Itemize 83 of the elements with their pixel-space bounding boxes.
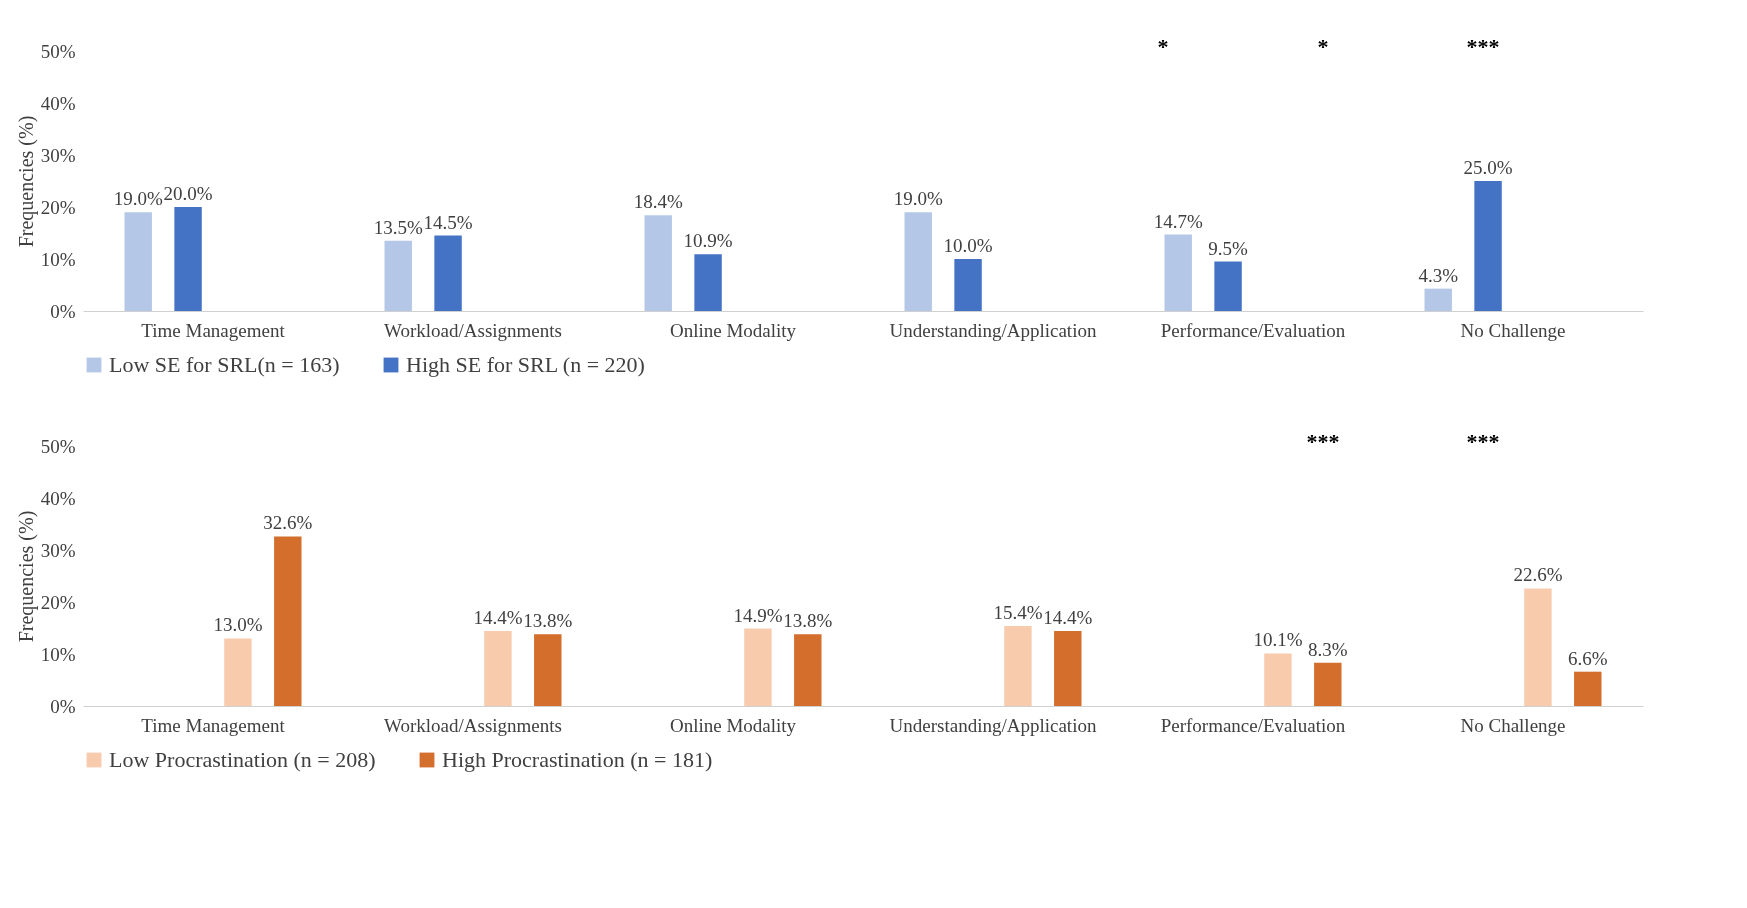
y-axis-title: Frequencies (%) bbox=[14, 115, 38, 248]
x-tick-label: Performance/Evaluation bbox=[1160, 319, 1346, 341]
bar bbox=[1164, 234, 1192, 311]
legend-label: Low Procrastination (n = 208) bbox=[109, 747, 376, 772]
y-tick-label: 10% bbox=[40, 248, 76, 270]
bar bbox=[1264, 653, 1292, 706]
bar bbox=[124, 212, 152, 311]
bar bbox=[1424, 288, 1452, 311]
annotation: * bbox=[1157, 34, 1169, 59]
legend-label: Low SE for SRL(n = 163) bbox=[109, 352, 340, 377]
y-tick-label: 30% bbox=[40, 144, 76, 166]
x-tick-label: Workload/Assignments bbox=[384, 319, 562, 341]
bar bbox=[954, 259, 982, 311]
bar bbox=[534, 634, 562, 706]
y-tick-label: 30% bbox=[40, 539, 76, 561]
bar bbox=[1054, 631, 1082, 706]
x-tick-label: Understanding/Application bbox=[889, 319, 1097, 341]
x-tick-label: No Challenge bbox=[1460, 319, 1566, 341]
data-label: 10.0% bbox=[943, 235, 993, 256]
annotation: *** bbox=[1306, 429, 1340, 454]
data-label: 4.3% bbox=[1418, 264, 1459, 286]
data-label: 14.4% bbox=[1043, 607, 1093, 629]
data-label: 19.0% bbox=[113, 188, 163, 210]
bar bbox=[1004, 625, 1032, 706]
y-tick-label: 0% bbox=[50, 300, 76, 322]
x-tick-label: Time Management bbox=[141, 714, 286, 736]
data-label: 8.3% bbox=[1308, 638, 1348, 660]
bar bbox=[1574, 671, 1602, 706]
y-tick-label: 20% bbox=[40, 591, 76, 613]
data-label: 9.5% bbox=[1208, 237, 1249, 259]
data-label: 10.9% bbox=[683, 230, 733, 252]
legend-label: High Procrastination (n = 181) bbox=[442, 747, 713, 772]
bar bbox=[1214, 261, 1242, 311]
data-label: 13.8% bbox=[783, 610, 833, 632]
legend-label: High SE for SRL (n = 220) bbox=[406, 352, 645, 377]
data-label: 14.5% bbox=[423, 211, 473, 233]
y-axis-title: Frequencies (%) bbox=[14, 510, 38, 643]
bar bbox=[384, 240, 412, 311]
x-tick-label: No Challenge bbox=[1460, 714, 1566, 736]
y-tick-label: 40% bbox=[40, 92, 76, 114]
bar bbox=[1314, 662, 1342, 706]
data-label: 25.0% bbox=[1463, 157, 1513, 178]
x-tick-label: Online Modality bbox=[669, 714, 797, 736]
data-label: 14.4% bbox=[473, 607, 523, 629]
bar bbox=[174, 207, 202, 311]
data-label: 6.6% bbox=[1568, 647, 1608, 669]
x-tick-label: Time Management bbox=[141, 319, 286, 341]
data-label: 13.5% bbox=[373, 216, 423, 238]
y-tick-label: 20% bbox=[40, 196, 76, 218]
data-label: 13.0% bbox=[213, 614, 263, 636]
bar bbox=[434, 235, 462, 311]
y-tick-label: 50% bbox=[40, 435, 76, 457]
y-tick-label: 50% bbox=[40, 40, 76, 62]
annotation: * bbox=[1317, 34, 1329, 59]
y-tick-label: 40% bbox=[40, 487, 76, 509]
bar bbox=[694, 254, 722, 311]
data-label: 18.4% bbox=[633, 191, 683, 213]
x-tick-label: Understanding/Application bbox=[889, 714, 1097, 736]
bar bbox=[744, 628, 772, 706]
bar bbox=[224, 638, 252, 706]
bar bbox=[794, 634, 822, 706]
bar bbox=[1474, 181, 1502, 311]
data-label: 19.0% bbox=[893, 188, 943, 210]
y-tick-label: 0% bbox=[50, 695, 76, 717]
data-label: 14.7% bbox=[1153, 210, 1203, 232]
x-tick-label: Performance/Evaluation bbox=[1160, 714, 1346, 736]
data-label: 10.1% bbox=[1253, 629, 1303, 651]
data-label: 13.8% bbox=[523, 610, 573, 632]
data-label: 20.0% bbox=[163, 183, 213, 204]
x-tick-label: Workload/Assignments bbox=[384, 714, 562, 736]
data-label: 22.6% bbox=[1513, 564, 1563, 586]
x-tick-label: Online Modality bbox=[669, 319, 797, 341]
y-tick-label: 10% bbox=[40, 643, 76, 665]
data-label: 32.6% bbox=[263, 512, 313, 534]
annotation: *** bbox=[1466, 34, 1500, 59]
annotation: *** bbox=[1466, 429, 1500, 454]
bar bbox=[274, 536, 302, 706]
data-label: 14.9% bbox=[733, 604, 783, 626]
bar bbox=[484, 631, 512, 706]
data-label: 15.4% bbox=[993, 601, 1043, 623]
bar bbox=[1524, 588, 1552, 706]
bar bbox=[904, 212, 932, 311]
bar bbox=[644, 215, 672, 311]
